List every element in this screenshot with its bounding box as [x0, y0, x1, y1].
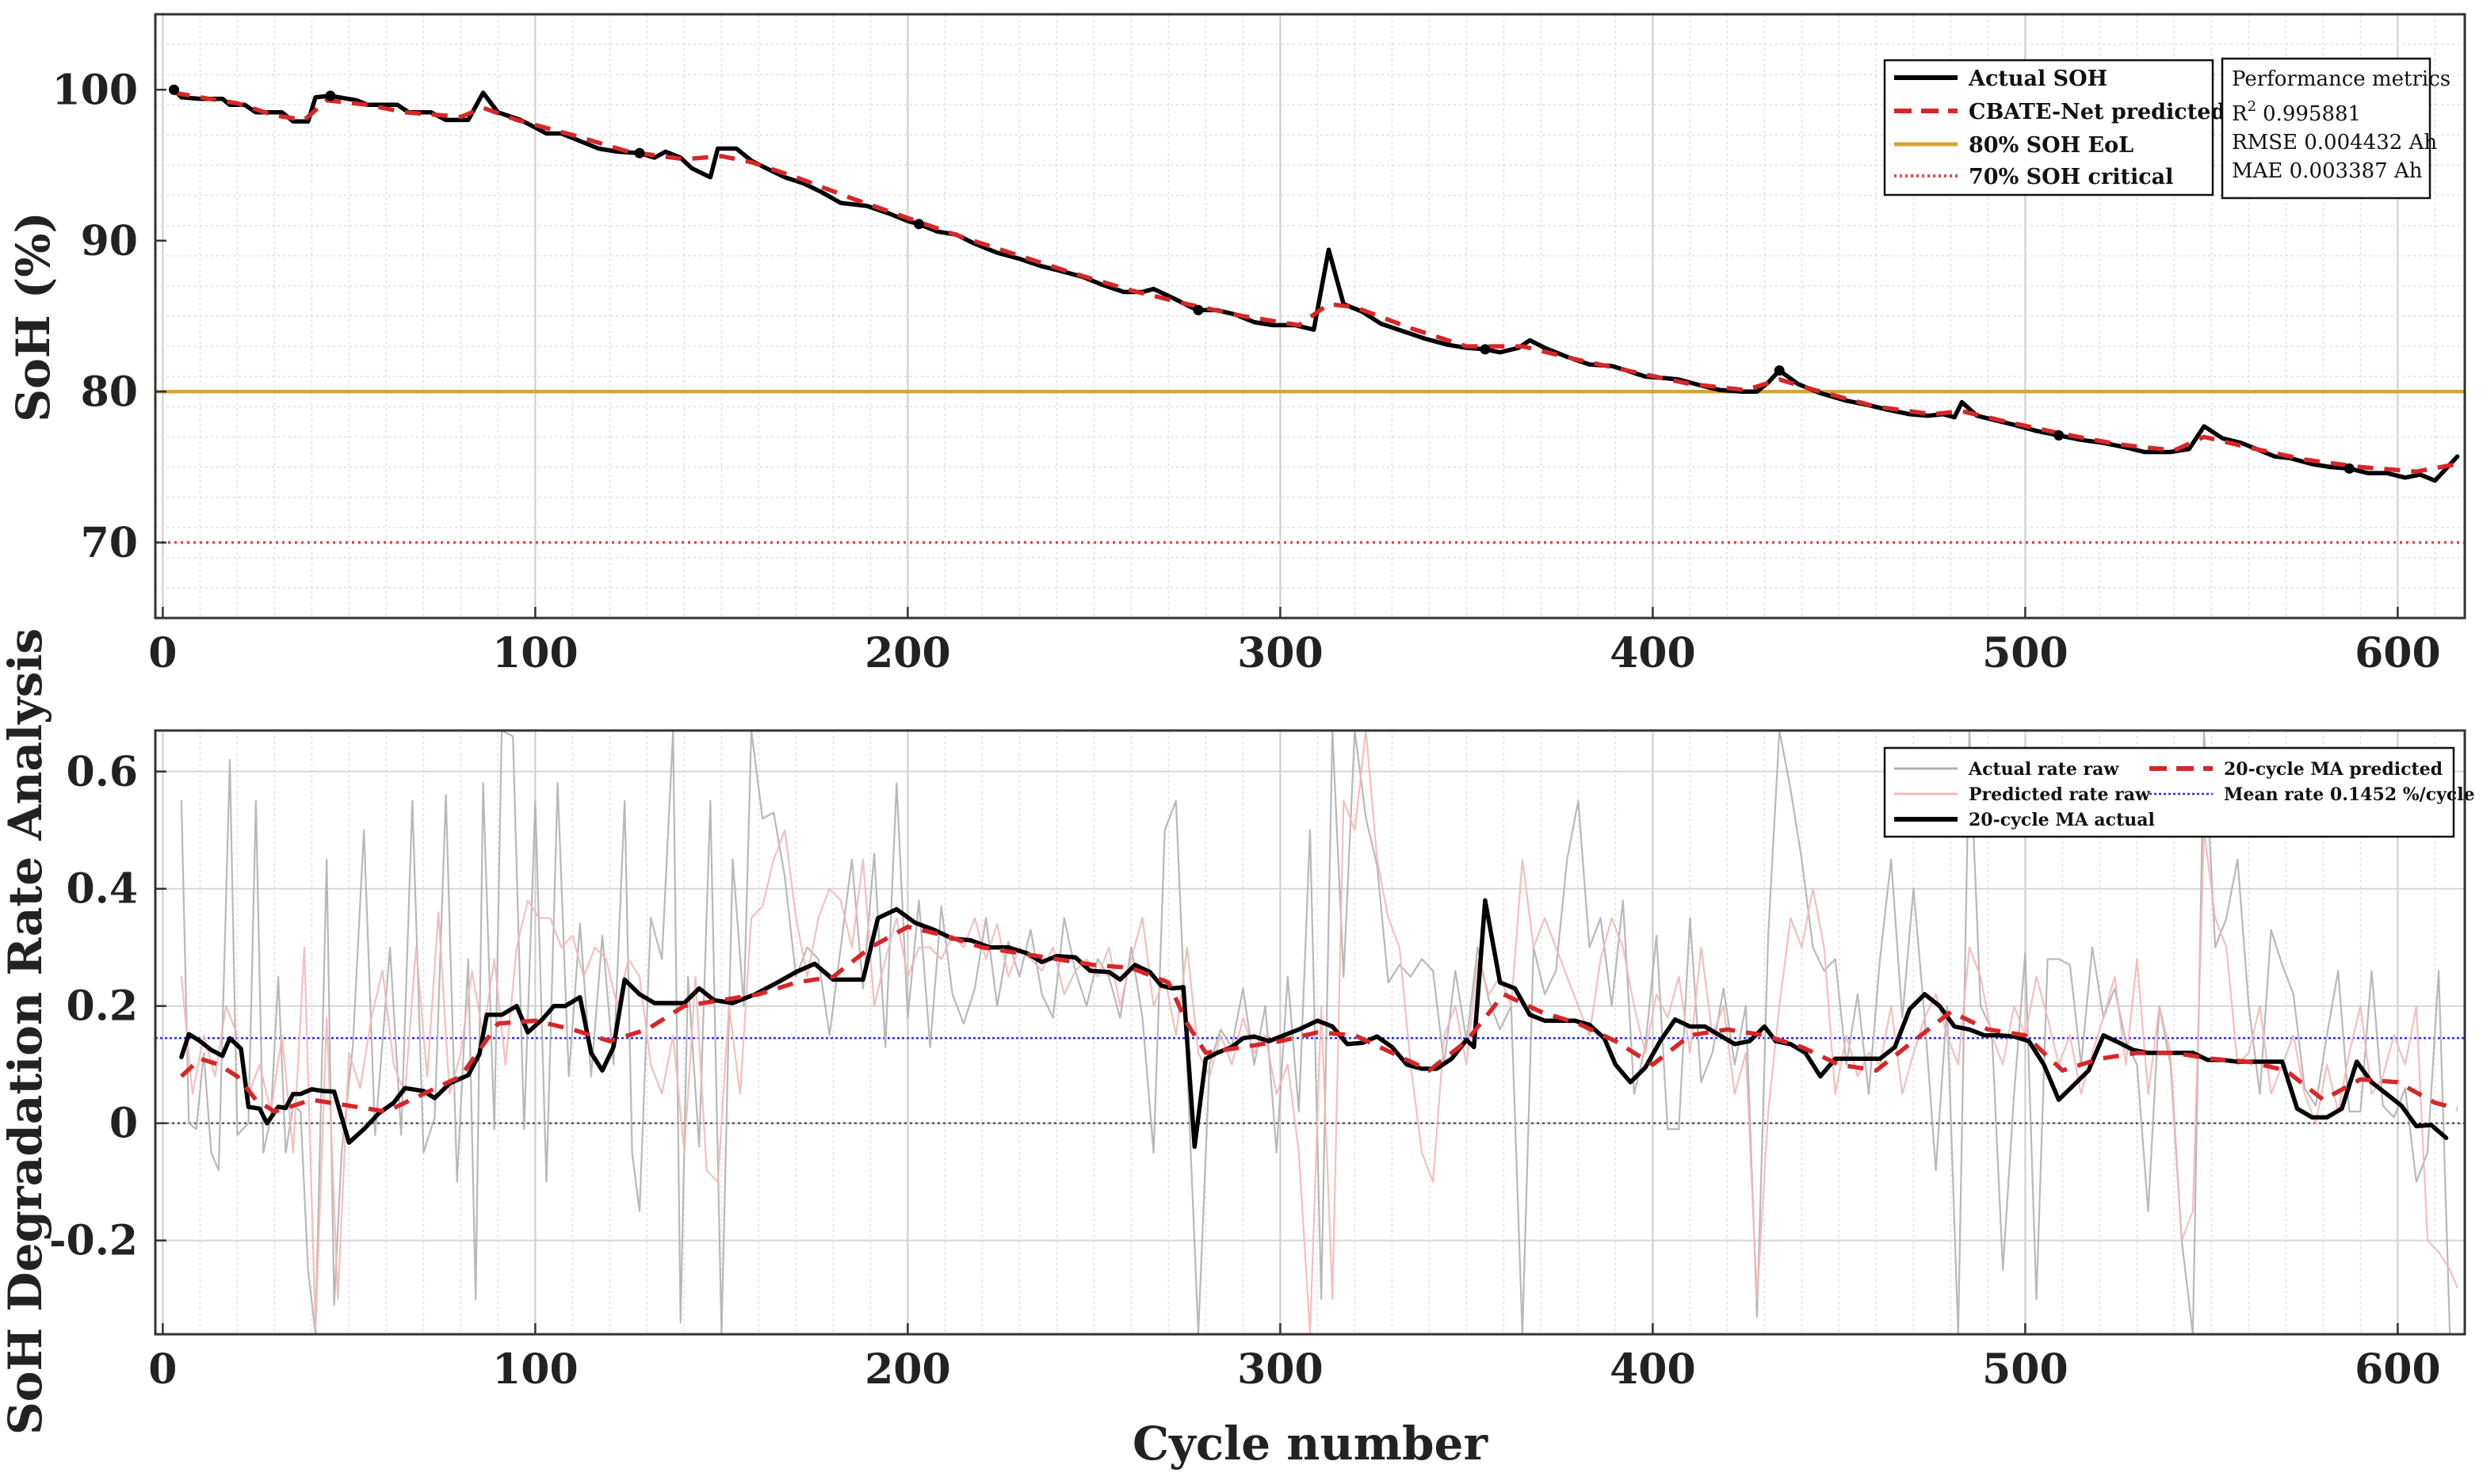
top-x-tick-label: 100 [492, 629, 579, 677]
legend-label-actual-rate-raw: Actual rate raw [1968, 759, 2119, 780]
legend-label-ma-actual: 20-cycle MA actual [1969, 810, 2155, 830]
rate-tick-labels: 0 100 200 300 400 500 600 -0.2 0 0.2 0.4 0.6 [49, 748, 2441, 1394]
rate-legend-box [1883, 746, 2455, 838]
series-cbate-net-predicted [174, 90, 2458, 474]
x-axis-label: Cycle number [1133, 1417, 1488, 1471]
legend-label-critical: 70% SOH critical [1969, 165, 2173, 189]
series-predicted-rate-raw [180, 731, 2458, 1334]
series-20-cycle-ma-actual [179, 898, 2449, 1150]
metrics-rmse: RMSE 0.004432 Ah [2232, 131, 2437, 155]
metrics-r2-label: R [2232, 102, 2248, 126]
legend-label-mean-rate: Mean rate 0.1452 %/cycle [2224, 784, 2475, 805]
rate-y-axis-label: SoH Degradation Rate Analysis [0, 628, 52, 1435]
top-x-tick-label: 600 [2355, 629, 2441, 677]
soh-markers [169, 84, 2355, 474]
soh-chart: 0 100 200 300 400 500 600 70 80 90 100 SoH (%) Act… [6, 13, 2466, 677]
bot-x-tick-label: 300 [1237, 1345, 1324, 1394]
soh-marker [1774, 365, 1785, 376]
top-x-tick-label: 300 [1237, 629, 1324, 677]
bot-x-tick-label: 0 [148, 1345, 177, 1394]
soh-marker [169, 84, 179, 95]
soh-marker [2344, 463, 2355, 474]
bot-y-tick-label: 0.6 [67, 748, 138, 796]
legend-label-predicted-rate-raw: Predicted rate raw [1969, 784, 2151, 805]
soh-y-axis-label: SoH (%) [6, 212, 60, 422]
top-x-tick-label: 500 [1982, 629, 2069, 677]
metrics-r2-value: 0.995881 [2263, 102, 2361, 126]
metrics-frame [2221, 57, 2431, 200]
metrics-title: Performance metrics [2232, 67, 2451, 91]
bot-y-tick-label: -0.2 [49, 1217, 138, 1265]
legend-label-cbate-net: CBATE-Net predicted [1969, 100, 2225, 124]
rate-chart: 0 100 200 300 400 500 600 -0.2 0 0.2 0.4 0.6 SoH De… [0, 628, 2475, 1471]
soh-tick-labels: 0 100 200 300 400 500 600 70 80 90 100 [52, 66, 2440, 677]
series-20-cycle-ma-predicted [180, 925, 2458, 1114]
bot-y-tick-label: 0 [109, 1100, 138, 1148]
soh-marker [1480, 344, 1491, 355]
rate-legend: Actual rate raw Predicted rate raw 20-cy… [1883, 746, 2475, 838]
rate-series [179, 731, 2458, 1334]
soh-marker [1193, 304, 1204, 315]
legend-label-eol: 80% SOH EoL [1969, 133, 2133, 158]
bot-y-tick-label: 0.4 [67, 865, 138, 914]
soh-legend: Actual SOH CBATE-Net predicted 80% SOH E… [1883, 59, 2225, 196]
top-y-tick-label: 70 [81, 519, 138, 567]
rate-plot-frame [154, 729, 2466, 1336]
soh-legend-box [1883, 59, 2214, 196]
bot-x-tick-label: 200 [865, 1345, 951, 1394]
bot-y-tick-label: 0.2 [67, 982, 138, 1031]
top-x-tick-label: 400 [1610, 629, 1696, 677]
legend-label-actual-soh: Actual SOH [1968, 67, 2107, 91]
metrics-r2: R2 0.995881 [2232, 98, 2361, 126]
top-x-tick-label: 200 [865, 629, 951, 677]
soh-plot-frame [154, 13, 2466, 620]
bot-x-tick-label: 400 [1610, 1345, 1696, 1394]
soh-marker [2053, 429, 2065, 441]
soh-marker [634, 147, 645, 158]
top-y-tick-label: 100 [52, 66, 138, 114]
top-y-tick-label: 80 [81, 368, 138, 416]
series-actual-soh [171, 87, 2460, 483]
legend-label-ma-predicted: 20-cycle MA predicted [2224, 759, 2443, 780]
top-x-tick-label: 0 [148, 629, 177, 677]
soh-marker [325, 90, 336, 101]
soh-reference-lines [155, 390, 2465, 544]
top-y-tick-label: 90 [81, 217, 138, 265]
rate-reference-lines [155, 1037, 2465, 1124]
bot-x-tick-label: 100 [492, 1345, 579, 1394]
bot-x-tick-label: 600 [2355, 1345, 2441, 1394]
metrics-mae: MAE 0.003387 Ah [2232, 159, 2423, 183]
metrics-r2-sup: 2 [2248, 98, 2256, 115]
metrics-box: Performance metrics R2 0.995881 RMSE 0.00… [2221, 57, 2451, 200]
soh-series [171, 87, 2460, 483]
soh-marker [914, 219, 924, 230]
bot-x-tick-label: 500 [1982, 1345, 2069, 1394]
